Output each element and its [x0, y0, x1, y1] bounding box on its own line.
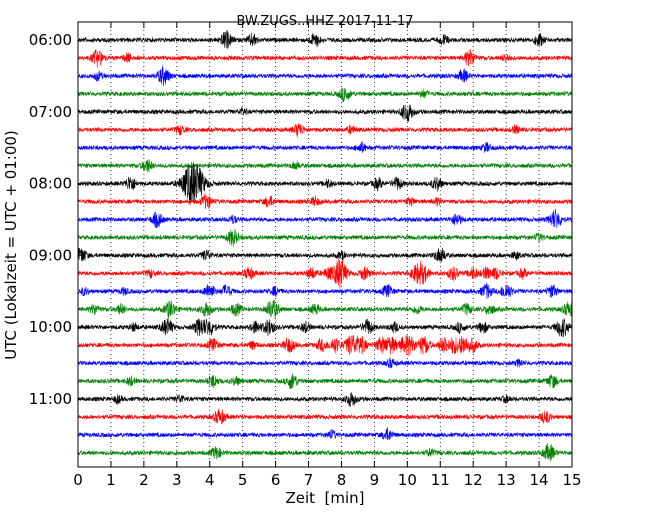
seismic-trace — [77, 208, 573, 229]
seismic-trace — [77, 49, 573, 68]
seismic-trace — [77, 392, 573, 408]
x-tick-label: 14 — [530, 471, 549, 489]
seismic-trace — [77, 426, 573, 441]
seismic-trace — [77, 87, 573, 102]
seismic-trace — [77, 334, 573, 356]
x-axis-label: Zeit [min] — [285, 489, 364, 507]
y-axis: 06:00 07:00 08:00 09:00 10:00 11:00 — [29, 31, 572, 408]
seismic-trace — [77, 443, 573, 462]
y-tick-label: 08:00 — [29, 175, 72, 193]
x-tick-label: 3 — [172, 471, 182, 489]
x-tick-label: 9 — [370, 471, 380, 489]
x-tick-label: 6 — [271, 471, 281, 489]
seismic-trace — [77, 193, 573, 209]
seismic-trace — [77, 228, 573, 247]
x-tick-label: 2 — [139, 471, 149, 489]
y-tick-label: 11:00 — [29, 390, 72, 408]
seismic-trace — [77, 104, 573, 122]
seismic-trace — [77, 247, 573, 262]
y-tick-label: 07:00 — [29, 103, 72, 121]
x-tick-label: 11 — [431, 471, 450, 489]
seismic-trace — [77, 318, 573, 338]
y-tick-label: 10:00 — [29, 318, 72, 336]
x-axis: 0 1 2 3 4 5 6 7 8 9 10 11 12 13 14 15 — [73, 22, 582, 489]
seismic-trace — [77, 123, 573, 138]
x-tick-label: 5 — [238, 471, 248, 489]
seismic-trace — [77, 299, 573, 319]
seismic-trace — [77, 159, 573, 173]
trace-group — [77, 30, 573, 462]
x-tick-label: 7 — [304, 471, 314, 489]
seismic-trace — [77, 373, 573, 390]
seismic-trace — [77, 65, 573, 86]
x-tick-label: 15 — [562, 471, 581, 489]
x-tick-label: 1 — [106, 471, 116, 489]
seismic-trace — [77, 30, 573, 49]
seismic-trace — [77, 282, 573, 299]
y-tick-label: 06:00 — [29, 31, 72, 49]
x-tick-label: 13 — [497, 471, 516, 489]
seismic-trace — [77, 357, 573, 369]
seismic-trace — [77, 258, 573, 288]
plot-frame — [77, 21, 573, 468]
seismic-trace — [77, 162, 573, 206]
x-tick-label: 10 — [398, 471, 417, 489]
seismic-trace — [77, 408, 573, 425]
y-axis-label: UTC (Lokalzeit = UTC + 01:00) — [2, 130, 20, 360]
x-tick-label: 8 — [337, 471, 347, 489]
y-tick-label: 09:00 — [29, 246, 72, 264]
x-tick-label: 0 — [73, 471, 83, 489]
x-tick-label: 4 — [205, 471, 215, 489]
seismic-trace — [77, 141, 573, 153]
x-tick-label: 12 — [464, 471, 483, 489]
